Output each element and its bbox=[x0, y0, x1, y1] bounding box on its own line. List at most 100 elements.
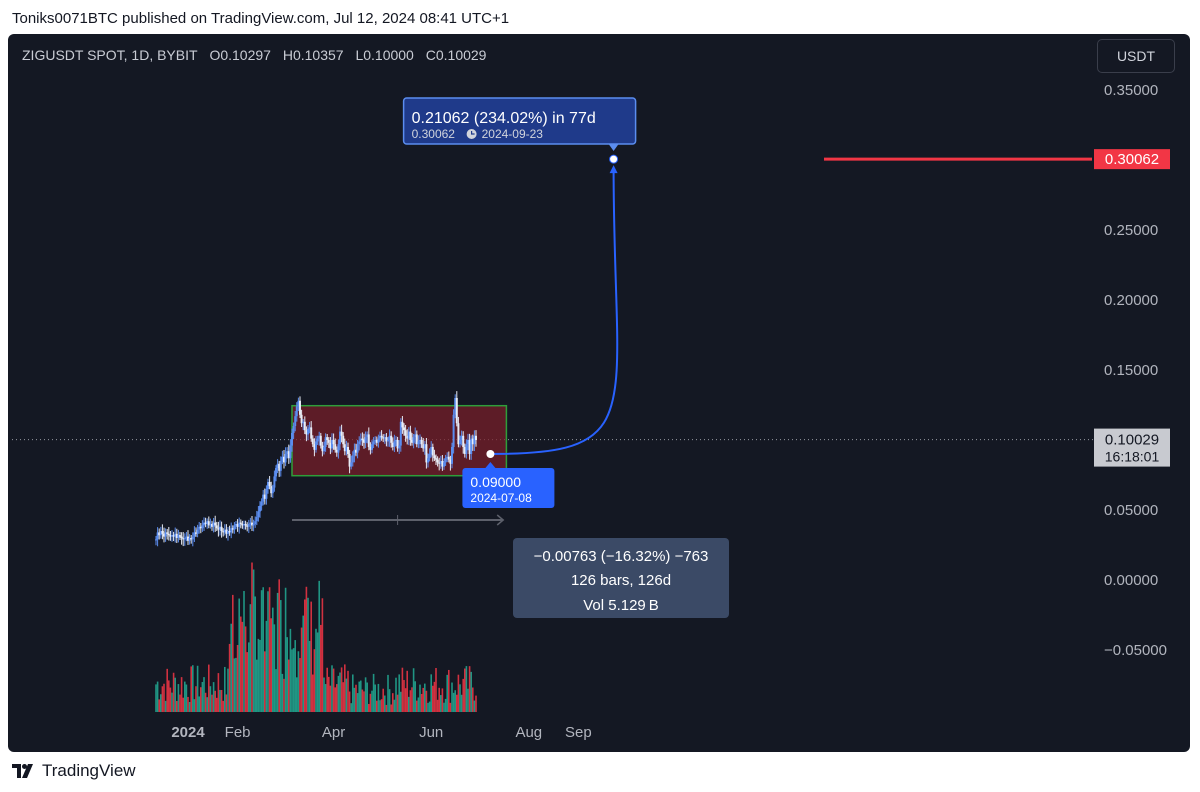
volume-bar bbox=[470, 671, 472, 712]
candle-body bbox=[206, 521, 209, 524]
volume-bar bbox=[452, 692, 455, 712]
volume-bar bbox=[436, 699, 439, 712]
volume-bar bbox=[297, 651, 300, 712]
candle-body bbox=[385, 437, 388, 442]
volume-bar bbox=[432, 685, 434, 712]
ohlc-open: O0.10297 bbox=[209, 47, 271, 63]
candle-body bbox=[409, 431, 412, 440]
candle-body bbox=[244, 524, 247, 526]
candle-body bbox=[297, 400, 300, 407]
volume-bar bbox=[160, 694, 162, 712]
candle-body bbox=[195, 532, 197, 534]
candle-body bbox=[363, 440, 365, 443]
volume-bar bbox=[299, 658, 301, 712]
volume-bar bbox=[246, 652, 248, 712]
candle-body bbox=[310, 427, 313, 439]
candle-body bbox=[395, 440, 397, 442]
candle-body bbox=[411, 440, 413, 443]
projection-target-price: 0.30062 bbox=[412, 127, 456, 141]
candle-body bbox=[329, 442, 332, 449]
projection-target-pointer bbox=[608, 144, 619, 151]
volume-bar bbox=[420, 693, 423, 712]
candle-body bbox=[275, 468, 277, 477]
candle-body bbox=[398, 445, 401, 449]
time-axis-label: Jun bbox=[419, 724, 443, 741]
volume-bar bbox=[281, 673, 284, 712]
volume-bar bbox=[424, 683, 426, 712]
volume-bar bbox=[166, 668, 168, 712]
candle-body bbox=[247, 524, 250, 527]
candle-body bbox=[198, 526, 201, 530]
volume-bar bbox=[260, 590, 263, 712]
volume-bar bbox=[433, 681, 436, 712]
candle-body bbox=[214, 522, 217, 526]
candle-body bbox=[324, 437, 327, 447]
volume-bar bbox=[353, 687, 356, 712]
volume-bar bbox=[222, 700, 224, 712]
volume-bar bbox=[393, 699, 396, 712]
candle-body bbox=[262, 494, 265, 502]
candle-body bbox=[185, 536, 188, 538]
candle-body bbox=[459, 440, 461, 445]
volume-bar bbox=[366, 682, 368, 712]
candle-body bbox=[215, 525, 218, 529]
volume-bar bbox=[307, 597, 309, 712]
candle-body bbox=[382, 437, 385, 439]
volume-bar bbox=[193, 699, 196, 712]
volume-bar bbox=[278, 579, 280, 712]
volume-bar bbox=[232, 594, 234, 712]
volume-bar bbox=[406, 670, 408, 712]
candle-body bbox=[433, 455, 436, 459]
tradingview-logo[interactable]: TradingView bbox=[12, 760, 136, 782]
candle-body bbox=[366, 434, 369, 438]
volume-bar bbox=[356, 693, 359, 712]
candle-body bbox=[403, 427, 405, 431]
symbol-name[interactable]: ZIGUSDT SPOT, 1D, BYBIT bbox=[22, 47, 198, 63]
candle-body bbox=[315, 441, 317, 450]
chart-panel[interactable]: 0.21062 (234.02%) in 77d 0.30062 2024-09-2… bbox=[8, 34, 1190, 752]
currency-button[interactable]: USDT bbox=[1097, 39, 1175, 73]
candle-body bbox=[267, 482, 269, 489]
volume-bar bbox=[449, 702, 452, 712]
volume-bar bbox=[275, 669, 277, 712]
candle-body bbox=[166, 532, 169, 534]
candle-body bbox=[155, 539, 157, 541]
candle-body bbox=[470, 438, 473, 454]
volume-bar bbox=[209, 686, 212, 712]
volume-bar bbox=[369, 693, 372, 712]
candle-body bbox=[399, 421, 402, 446]
candle-body bbox=[375, 440, 378, 443]
candle-body bbox=[339, 431, 341, 445]
projection-start-point bbox=[486, 450, 495, 458]
price-axis-label: 0.35000 bbox=[1104, 82, 1158, 99]
volume-bar bbox=[337, 675, 340, 712]
volume-bar bbox=[289, 628, 292, 712]
volume-bar bbox=[272, 607, 274, 712]
volume-bar bbox=[401, 667, 404, 712]
volume-bar bbox=[219, 689, 221, 712]
volume-bar bbox=[184, 681, 186, 712]
candle-body bbox=[441, 461, 444, 467]
candle-body bbox=[401, 421, 404, 428]
volume-bar bbox=[377, 683, 380, 712]
volume-bar bbox=[196, 665, 199, 712]
volume-bar bbox=[268, 587, 271, 712]
candle-body bbox=[355, 449, 357, 453]
volume-bar bbox=[320, 624, 322, 712]
volume-bar bbox=[379, 700, 381, 712]
candle-body bbox=[307, 428, 309, 435]
volume-bar bbox=[438, 687, 440, 712]
price-axis-label: 0.05000 bbox=[1104, 502, 1158, 519]
volume-bar bbox=[241, 621, 244, 712]
volume-bar bbox=[331, 665, 333, 712]
volume-bar bbox=[291, 649, 293, 712]
candle-body bbox=[404, 430, 407, 436]
volume-bar bbox=[443, 702, 445, 712]
volume-bar bbox=[158, 699, 160, 712]
volume-bar bbox=[217, 673, 220, 712]
candle-body bbox=[175, 533, 178, 538]
volume-bar bbox=[155, 684, 157, 712]
volume-bar bbox=[467, 688, 469, 712]
candle-body bbox=[265, 489, 268, 499]
